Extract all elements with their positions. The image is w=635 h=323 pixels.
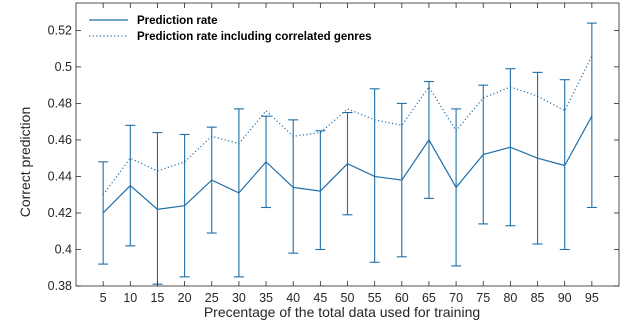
error-bar-45 bbox=[315, 130, 326, 251]
x-tick-label-3: 20 bbox=[178, 291, 192, 305]
x-tick-label-13: 70 bbox=[449, 291, 463, 305]
x-tick-label-2: 15 bbox=[150, 291, 164, 305]
legend-label-correlated-genres: Prediction rate including correlated gen… bbox=[137, 31, 372, 43]
series-lines bbox=[102, 55, 593, 214]
x-tick-label-16: 85 bbox=[531, 291, 545, 305]
y-tick-label-6: 0.5 bbox=[55, 60, 72, 74]
x-tick-label-17: 90 bbox=[558, 291, 572, 305]
legend: Prediction rate Prediction rate includin… bbox=[89, 15, 372, 43]
x-tick-label-5: 30 bbox=[232, 291, 246, 305]
x-tick-label-15: 80 bbox=[503, 291, 517, 305]
y-tick-label-0: 0.38 bbox=[48, 279, 72, 293]
y-axis-label: Correct prediction bbox=[17, 107, 33, 218]
y-tick-label-7: 0.52 bbox=[48, 23, 72, 37]
y-tick-label-3: 0.44 bbox=[48, 169, 72, 183]
axis-ticks: 5 10 15 20 25 30 35 40 45 50 55 60 65 70 75 80 85 90 95 0.3… bbox=[48, 3, 619, 305]
y-tick-label-5: 0.48 bbox=[48, 96, 72, 110]
error-bar-55 bbox=[369, 88, 380, 263]
x-tick-label-12: 65 bbox=[422, 291, 436, 305]
y-tick-label-4: 0.46 bbox=[48, 133, 72, 147]
x-tick-label-4: 25 bbox=[205, 291, 219, 305]
y-tick-label-2: 0.42 bbox=[48, 206, 72, 220]
x-tick-label-18: 95 bbox=[585, 291, 599, 305]
legend-label-prediction-rate: Prediction rate bbox=[137, 15, 218, 27]
x-tick-label-8: 45 bbox=[313, 291, 327, 305]
error-bar-95 bbox=[586, 22, 597, 209]
y-tick-label-1: 0.4 bbox=[55, 242, 72, 256]
x-tick-label-11: 60 bbox=[395, 291, 409, 305]
x-tick-label-6: 35 bbox=[259, 291, 273, 305]
x-tick-label-7: 40 bbox=[286, 291, 300, 305]
x-tick-label-14: 75 bbox=[476, 291, 490, 305]
error-bar-40 bbox=[288, 119, 299, 254]
x-axis-label: Precentage of the total data used for tr… bbox=[204, 304, 480, 320]
x-tick-label-0: 5 bbox=[100, 291, 107, 305]
x-tick-label-9: 50 bbox=[341, 291, 355, 305]
x-tick-label-1: 10 bbox=[123, 291, 137, 305]
x-tick-label-10: 55 bbox=[368, 291, 382, 305]
